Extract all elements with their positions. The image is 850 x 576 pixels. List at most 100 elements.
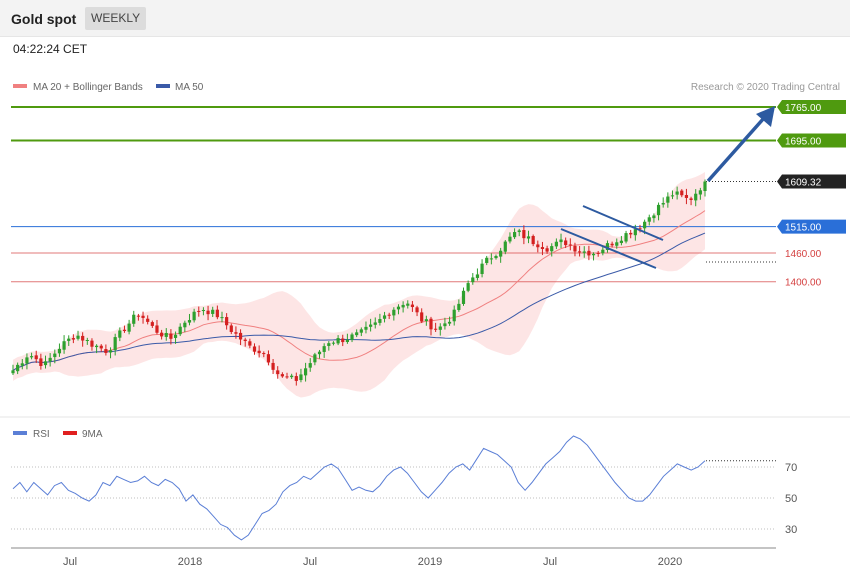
candle-body xyxy=(359,329,363,333)
candle-body xyxy=(266,354,271,363)
candle-body xyxy=(387,314,391,316)
candle-body xyxy=(564,240,568,246)
candle-body xyxy=(392,309,396,316)
legend-swatch-rsi xyxy=(13,431,27,435)
level-tag-1765.00 xyxy=(777,100,846,114)
candle-body xyxy=(629,232,633,235)
rsi-tick-label: 50 xyxy=(785,493,797,505)
x-tick-label: 2018 xyxy=(178,556,202,568)
candle-body xyxy=(252,346,257,352)
candle-body xyxy=(489,258,493,260)
flag-channel-lower xyxy=(560,228,657,269)
candle-body xyxy=(146,318,150,322)
candle-body xyxy=(615,242,619,246)
candle-body xyxy=(201,309,206,312)
candle-body xyxy=(62,341,66,350)
candle-body xyxy=(183,322,187,328)
candle-body xyxy=(317,351,322,355)
candle-body xyxy=(150,322,154,326)
pattern-overlay xyxy=(560,106,775,269)
candle-body xyxy=(243,339,247,341)
candle-body xyxy=(276,370,280,375)
x-tick-label: 2019 xyxy=(418,556,442,568)
flag-channel-upper xyxy=(582,205,664,241)
candle-body xyxy=(429,318,433,330)
candle-body xyxy=(652,215,656,219)
x-axis: Jul 2018 Jul 2019 Jul 2020 xyxy=(11,547,776,568)
candle-body xyxy=(466,283,470,291)
candle-body xyxy=(591,253,596,256)
candle-body xyxy=(257,350,261,354)
candle-body xyxy=(25,357,29,364)
candle-body xyxy=(443,323,447,327)
candle-body xyxy=(596,252,600,254)
candle-body xyxy=(401,304,405,308)
candle-body xyxy=(48,357,52,362)
candle-body xyxy=(178,326,182,335)
level-tag-1609.32 xyxy=(777,174,846,189)
legend-swatch-ma50 xyxy=(156,84,170,88)
candle-body xyxy=(420,312,424,322)
candle-body xyxy=(11,370,15,374)
candle-body xyxy=(108,350,113,353)
forecast-arrow-shaft xyxy=(706,116,766,183)
candle-body xyxy=(684,194,689,198)
candle-body xyxy=(647,217,651,222)
candle-body xyxy=(373,322,377,325)
period-button[interactable]: WEEKLY xyxy=(85,7,147,30)
candle-body xyxy=(160,332,164,337)
candle-body xyxy=(643,221,647,229)
candle-body xyxy=(211,309,215,314)
candle-body xyxy=(364,326,368,330)
legend-label-ma20: MA 20 + Bollinger Bands xyxy=(33,82,143,93)
candle-body xyxy=(285,376,289,378)
candle-body xyxy=(215,309,219,318)
candle-body xyxy=(122,329,127,332)
legend-swatch-ma20 xyxy=(13,84,27,88)
candle-body xyxy=(526,236,531,239)
candle-body xyxy=(434,328,438,330)
candle-body xyxy=(355,332,359,336)
candle-body xyxy=(461,290,466,304)
candle-body xyxy=(675,191,679,195)
bollinger-bands xyxy=(13,172,705,398)
legend-label-rsi: RSI xyxy=(33,429,50,440)
candle-body xyxy=(94,345,99,348)
candle-body xyxy=(341,338,345,343)
level-tags: 1765.00 1695.00 1609.32 1515.00 1460.00 1400.… xyxy=(777,100,846,289)
rsi-line xyxy=(12,435,706,541)
candle-body xyxy=(136,315,140,317)
candle-body xyxy=(104,349,108,353)
ma20-line xyxy=(12,210,706,371)
candle-body xyxy=(475,274,480,278)
instrument-title: Gold spot xyxy=(11,11,77,27)
candle-body xyxy=(303,368,308,376)
candle-body xyxy=(155,325,159,333)
candle-body xyxy=(480,263,484,275)
price-levels xyxy=(11,106,776,283)
candle-body xyxy=(517,230,521,233)
x-tick-label: Jul xyxy=(543,556,557,568)
candle-body xyxy=(20,363,24,366)
candle-body xyxy=(350,334,354,340)
candle-body xyxy=(536,244,540,248)
candle-body xyxy=(169,333,173,339)
candle-body xyxy=(67,338,71,341)
candle-body xyxy=(670,195,675,197)
candle-body xyxy=(225,317,229,326)
candle-body xyxy=(187,320,192,323)
x-tick-label: Jul xyxy=(63,556,77,568)
candle-body xyxy=(262,353,266,355)
candle-body xyxy=(554,241,558,247)
level-tag-1515.00 xyxy=(777,219,846,234)
candle-body xyxy=(173,334,178,338)
candle-body xyxy=(424,319,428,321)
candle-body xyxy=(378,319,382,323)
candle-body xyxy=(141,315,145,318)
level-tag-label: 1460.00 xyxy=(785,249,822,260)
candle-body xyxy=(39,358,43,366)
candle-body xyxy=(531,235,535,245)
candle-body xyxy=(271,362,275,370)
candle-body xyxy=(336,338,340,344)
candle-body xyxy=(406,303,410,306)
